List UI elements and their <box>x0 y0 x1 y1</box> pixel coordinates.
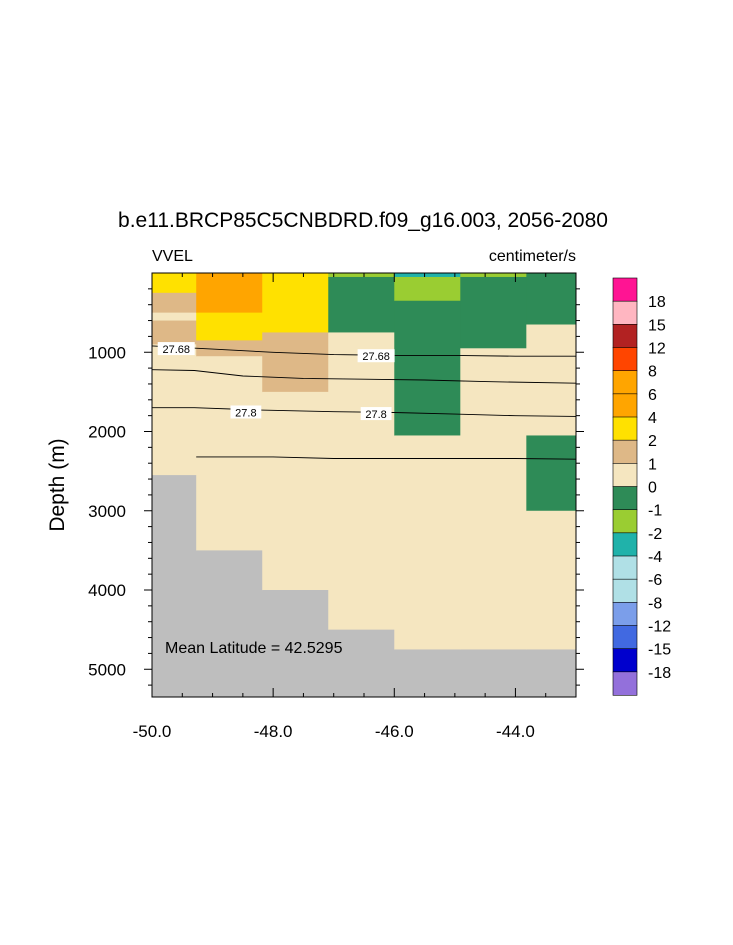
y-tick-label: 2000 <box>88 423 126 442</box>
colorbar-swatch-14 <box>612 602 638 627</box>
colorbar-label-2: 12 <box>648 341 666 358</box>
contour-line-3 <box>196 456 577 460</box>
colorbar-label-12: -6 <box>648 572 662 589</box>
heatmap-cell-5 <box>152 475 197 698</box>
heatmap-cell-4 <box>152 344 197 476</box>
heatmap-cell-16 <box>328 276 395 333</box>
heatmap-cell-20 <box>394 276 461 302</box>
y-tick-label: 5000 <box>88 660 126 679</box>
contour-label-3: 27.8 <box>365 409 386 421</box>
y-tick-label: 4000 <box>88 581 126 600</box>
heatmap-cell-8 <box>196 340 263 357</box>
x-axis: -50.0 -48.0 -46.0 -44.0 <box>133 273 547 741</box>
heatmap-cell-14 <box>262 590 329 698</box>
x-tick-label: -46.0 <box>375 722 414 741</box>
y-axis: 1000 2000 3000 4000 5000 <box>88 288 584 686</box>
y-axis-label: Depth (m) <box>46 438 69 531</box>
heatmap-cell-31 <box>526 510 577 650</box>
colorbar-label-3: 8 <box>648 364 657 381</box>
heatmap-cell-7 <box>196 312 263 341</box>
heatmap-cells <box>152 273 577 698</box>
heatmap-cell-9 <box>196 356 263 551</box>
colorbar-swatch-9 <box>612 486 638 511</box>
heatmap-cell-1 <box>152 292 197 314</box>
colorbar-label-8: 0 <box>648 480 657 497</box>
colorbar-swatch-4 <box>612 370 638 395</box>
colorbar-label-10: -2 <box>648 526 662 543</box>
heatmap-cell-15 <box>328 273 395 278</box>
chart-title: b.e11.BRCP85C5CNBDRD.f09_g16.003, 2056-2… <box>118 209 608 232</box>
heatmap-cell-10 <box>196 550 263 698</box>
colorbar-swatch-7 <box>612 439 638 464</box>
heatmap-cell-2 <box>152 312 197 321</box>
heatmap-cell-22 <box>394 435 461 650</box>
mean-latitude-annotation: Mean Latitude = 42.5295 <box>165 640 343 657</box>
contour-label-box-2 <box>230 405 262 419</box>
x-tick-label: -50.0 <box>133 722 172 741</box>
contour-label-2: 27.8 <box>235 407 256 419</box>
colorbar-swatch-10 <box>612 509 638 534</box>
heatmap-cell-29 <box>526 324 577 436</box>
heatmap-cell-24 <box>460 273 527 278</box>
heatmap-cell-13 <box>262 391 329 591</box>
colorbar-swatch-12 <box>612 555 638 580</box>
contour-label-0: 27.68 <box>162 344 190 356</box>
colorbar-label-1: 15 <box>648 317 666 334</box>
colorbar-swatch-1 <box>612 300 638 325</box>
heatmap-cell-27 <box>460 649 527 698</box>
colorbar-swatch-13 <box>612 578 638 603</box>
heatmap-cell-21 <box>394 300 461 436</box>
colorbar-label-16: -18 <box>648 665 671 682</box>
colorbar-label-14: -12 <box>648 619 671 636</box>
heatmap-cell-23 <box>394 649 461 698</box>
heatmap-cell-19 <box>394 273 461 278</box>
colorbar-label-11: -4 <box>648 549 662 566</box>
contour-label-box-3 <box>360 407 392 421</box>
right-string: centimeter/s <box>489 248 576 265</box>
heatmap-cell-18 <box>328 629 395 698</box>
heatmap-cell-26 <box>460 348 527 650</box>
colorbar-swatch-16 <box>612 648 638 673</box>
heatmap-cell-11 <box>262 273 329 333</box>
colorbar-swatch-5 <box>612 393 638 418</box>
heatmap-cell-17 <box>328 332 395 631</box>
heatmap-cell-6 <box>196 273 263 314</box>
heatmap-cell-0 <box>152 273 197 294</box>
colorbar-label-15: -15 <box>648 642 671 659</box>
y-tick-label: 1000 <box>88 343 126 362</box>
colorbar-swatch-15 <box>612 625 638 650</box>
colorbar-label-6: 2 <box>648 433 657 450</box>
heatmap-cell-28 <box>526 273 577 325</box>
colorbar-swatch-8 <box>612 463 638 488</box>
contour-label-box-0 <box>157 342 195 356</box>
colorbar-label-7: 1 <box>648 456 657 473</box>
x-tick-label: -44.0 <box>496 722 535 741</box>
colorbar-swatch-6 <box>612 416 638 441</box>
colorbar-label-5: 4 <box>648 410 657 427</box>
colorbar-swatch-3 <box>612 347 638 372</box>
contour-label-1: 27.68 <box>362 351 390 363</box>
colorbar-swatch-11 <box>612 532 638 557</box>
colorbar-label-13: -8 <box>648 595 662 612</box>
heatmap-cell-30 <box>526 435 577 512</box>
colorbar: 18 15 12 8 6 4 2 1 0 -1 -2 -4 -6 -8 -12 -15 -18 <box>612 277 671 696</box>
heatmap-cell-3 <box>152 320 197 345</box>
heatmap-cell-25 <box>460 276 527 349</box>
contour-labels: 27.68 27.68 27.8 27.8 <box>157 342 395 421</box>
contour-line-1 <box>151 369 577 384</box>
left-string: VVEL <box>152 248 193 265</box>
x-tick-label: -48.0 <box>254 722 293 741</box>
colorbar-swatch-0 <box>612 277 638 302</box>
colorbar-label-4: 6 <box>648 387 657 404</box>
colorbar-swatch-17 <box>612 671 638 696</box>
colorbar-label-0: 18 <box>648 294 666 311</box>
heatmap-cell-12 <box>262 332 329 393</box>
colorbar-swatch-2 <box>612 324 638 349</box>
colorbar-label-9: -1 <box>648 503 662 520</box>
y-tick-label: 3000 <box>88 502 126 521</box>
contour-label-box-1 <box>357 349 395 363</box>
heatmap-cell-32 <box>526 649 577 698</box>
